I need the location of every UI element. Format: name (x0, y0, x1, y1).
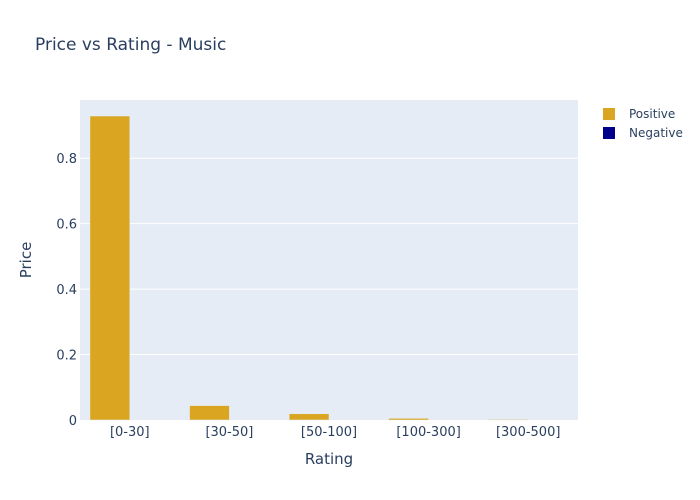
y-tick-label: 0.4 (56, 283, 77, 298)
y-tick-label: 0.6 (56, 218, 77, 233)
legend-swatch-negative (603, 127, 615, 139)
bar-positive-0 (89, 115, 131, 421)
legend-label-negative: Negative (629, 126, 683, 140)
x-axis-ticks: [0-30] [30-50] [50-100] [100-300] [300-500] (110, 425, 560, 440)
x-tick-label: [50-100] (301, 425, 357, 440)
x-tick-label: [300-500] (496, 425, 560, 440)
y-tick-label: 0 (69, 414, 77, 429)
y-axis-title: Price (17, 242, 35, 279)
chart-title: Price vs Rating - Music (35, 35, 226, 55)
legend-swatch-positive (603, 108, 615, 120)
gridlines (80, 157, 578, 356)
y-axis-ticks: 0 0.2 0.4 0.6 0.8 (56, 152, 77, 429)
bars (89, 115, 529, 421)
plot-area (80, 100, 578, 420)
legend: Positive Negative (603, 107, 683, 140)
x-tick-label: [30-50] (205, 425, 253, 440)
bar-positive-2 (288, 413, 330, 421)
legend-label-positive: Positive (629, 107, 675, 121)
x-tick-label: [100-300] (396, 425, 460, 440)
bar-positive-3 (388, 418, 429, 421)
y-tick-label: 0.2 (56, 349, 77, 364)
x-tick-label: [0-30] (110, 425, 150, 440)
x-axis-title: Rating (305, 450, 353, 468)
bar-positive-1 (189, 405, 230, 421)
y-tick-label: 0.8 (56, 152, 77, 167)
bar-positive-4 (488, 419, 529, 421)
